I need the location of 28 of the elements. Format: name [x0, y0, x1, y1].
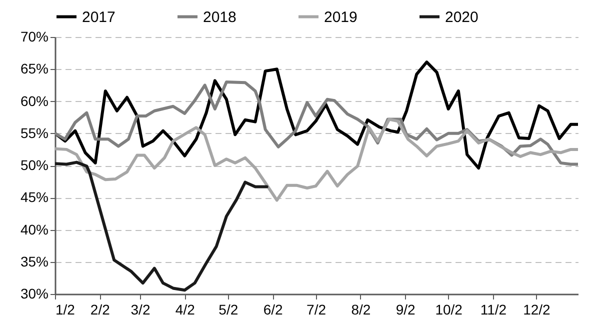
legend-label: 2017: [82, 8, 116, 26]
line-series: [55, 160, 268, 292]
y-tick-label: 50%: [20, 157, 48, 173]
y-tick-label: 55%: [20, 124, 48, 141]
x-tick-label: 11/2: [480, 302, 507, 318]
x-tick-label: 2/2: [90, 302, 110, 318]
x-tick-label: 12/2: [523, 302, 551, 318]
y-tick-label: 30%: [20, 286, 48, 302]
x-tick-label: 10/2: [435, 302, 463, 318]
y-tick-label: 70%: [20, 28, 48, 44]
y-tick-label: 65%: [20, 60, 48, 77]
line-series: [55, 60, 578, 170]
legend-label: 2019: [324, 8, 358, 26]
x-tick-label: 1/2: [56, 302, 76, 318]
y-tick-label: 45%: [20, 189, 48, 206]
line-series: [55, 118, 578, 202]
x-tick-label: 6/2: [263, 302, 283, 318]
legend-label: 2018: [203, 8, 236, 26]
legend-label: 2020: [445, 8, 478, 26]
x-tick-label: 9/2: [396, 302, 416, 318]
y-tick-label: 40%: [20, 221, 48, 238]
x-tick-label: 3/2: [130, 302, 150, 318]
y-tick-label: 60%: [20, 92, 48, 109]
y-tick-label: 35%: [20, 253, 48, 270]
x-tick-label: 8/2: [351, 302, 371, 318]
x-tick-label: 5/2: [218, 302, 238, 318]
x-tick-label: 7/2: [306, 302, 326, 318]
x-tick-label: 4/2: [175, 302, 196, 318]
